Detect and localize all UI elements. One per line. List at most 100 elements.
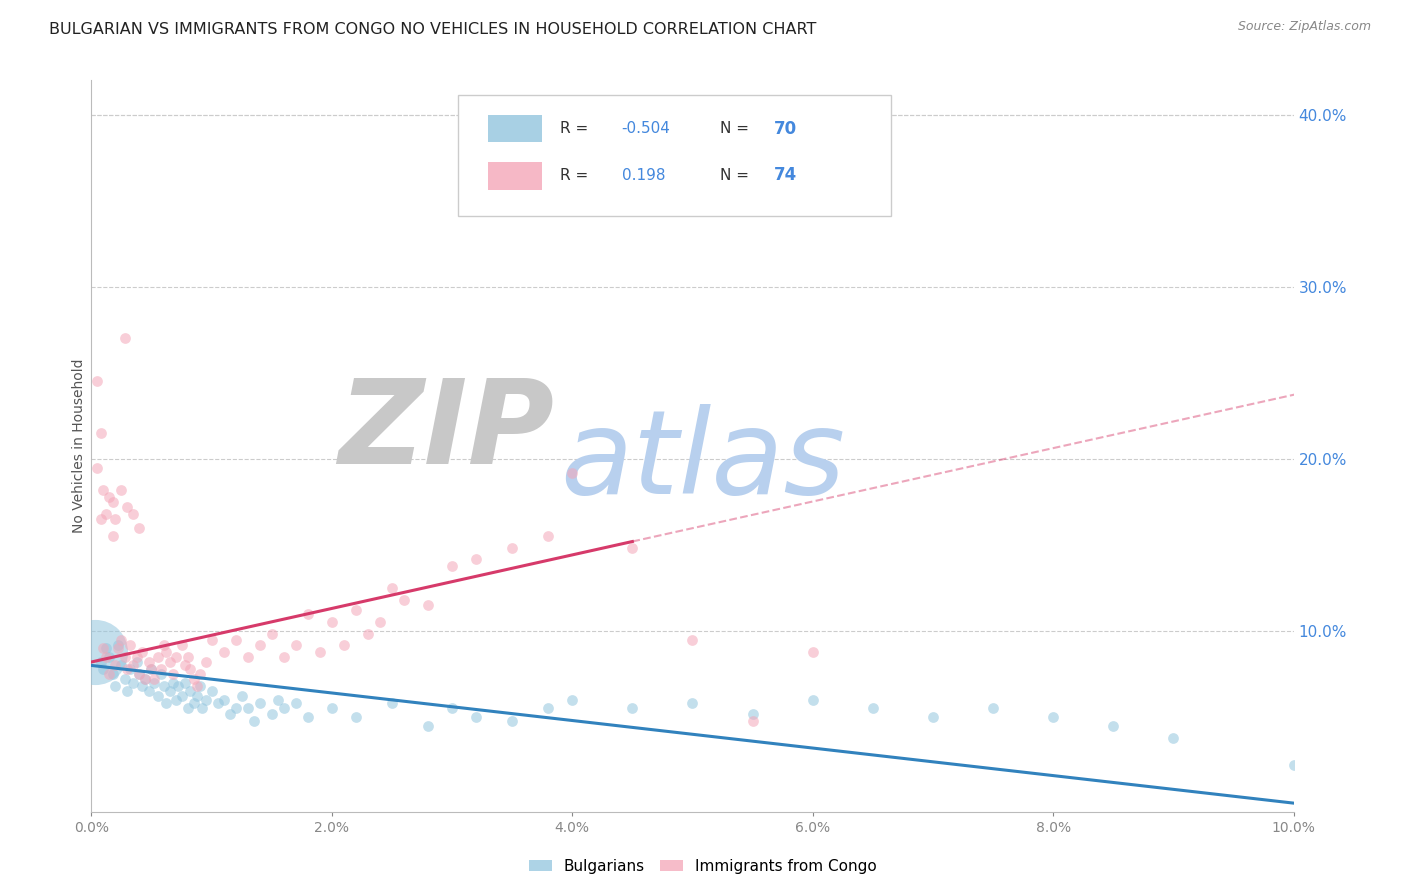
Text: 70: 70 bbox=[775, 120, 797, 137]
Point bbox=[344, 710, 367, 724]
Point bbox=[84, 645, 107, 659]
Point bbox=[273, 701, 295, 715]
Point bbox=[212, 645, 235, 659]
Point bbox=[465, 710, 488, 724]
Text: BULGARIAN VS IMMIGRANTS FROM CONGO NO VEHICLES IN HOUSEHOLD CORRELATION CHART: BULGARIAN VS IMMIGRANTS FROM CONGO NO VE… bbox=[49, 22, 817, 37]
Point bbox=[741, 714, 763, 728]
Point bbox=[159, 684, 181, 698]
Point bbox=[537, 701, 560, 715]
Point bbox=[741, 706, 763, 721]
Point bbox=[101, 529, 124, 543]
Point bbox=[183, 672, 205, 686]
FancyBboxPatch shape bbox=[488, 115, 543, 143]
Point bbox=[104, 512, 127, 526]
Point bbox=[249, 638, 271, 652]
Point bbox=[134, 672, 156, 686]
Point bbox=[236, 701, 259, 715]
Point bbox=[561, 693, 583, 707]
FancyBboxPatch shape bbox=[458, 95, 891, 216]
Point bbox=[186, 679, 208, 693]
Point bbox=[242, 714, 264, 728]
Point bbox=[501, 541, 523, 556]
Point bbox=[416, 719, 439, 733]
Point bbox=[141, 662, 163, 676]
Point bbox=[146, 690, 169, 704]
Point bbox=[191, 701, 214, 715]
Y-axis label: No Vehicles in Household: No Vehicles in Household bbox=[72, 359, 86, 533]
Point bbox=[176, 649, 198, 664]
Point bbox=[118, 638, 141, 652]
Point bbox=[150, 662, 173, 676]
Point bbox=[117, 500, 139, 514]
Point bbox=[188, 679, 211, 693]
Point bbox=[110, 632, 132, 647]
Point bbox=[201, 684, 224, 698]
Point bbox=[465, 551, 488, 566]
Text: 74: 74 bbox=[775, 167, 797, 185]
Point bbox=[128, 667, 150, 681]
Point bbox=[249, 696, 271, 710]
Point bbox=[381, 696, 404, 710]
Point bbox=[90, 512, 112, 526]
Point bbox=[922, 710, 945, 724]
Point bbox=[110, 483, 132, 497]
Point bbox=[392, 593, 415, 607]
Point bbox=[284, 638, 307, 652]
Text: 0.198: 0.198 bbox=[621, 168, 665, 183]
Point bbox=[236, 649, 259, 664]
Point bbox=[621, 701, 644, 715]
Point bbox=[86, 375, 108, 389]
Point bbox=[1282, 758, 1305, 772]
Point bbox=[110, 658, 132, 673]
Point bbox=[146, 649, 169, 664]
Point bbox=[170, 690, 193, 704]
Text: -0.504: -0.504 bbox=[621, 121, 671, 136]
Legend: Bulgarians, Immigrants from Congo: Bulgarians, Immigrants from Congo bbox=[523, 853, 883, 880]
Point bbox=[1161, 731, 1184, 745]
Point bbox=[93, 483, 115, 497]
Point bbox=[681, 632, 703, 647]
Point bbox=[93, 662, 115, 676]
Point bbox=[107, 638, 129, 652]
Text: N =: N = bbox=[720, 121, 754, 136]
Point bbox=[188, 667, 211, 681]
Point bbox=[981, 701, 1004, 715]
Point bbox=[212, 693, 235, 707]
Point bbox=[621, 541, 644, 556]
Point bbox=[201, 632, 224, 647]
Point bbox=[368, 615, 391, 630]
Point bbox=[381, 581, 404, 595]
Point bbox=[501, 714, 523, 728]
Text: R =: R = bbox=[560, 168, 593, 183]
Point bbox=[122, 507, 145, 521]
Point bbox=[260, 706, 283, 721]
Point bbox=[183, 696, 205, 710]
Point bbox=[90, 655, 112, 669]
Point bbox=[167, 679, 190, 693]
Point bbox=[101, 667, 124, 681]
Point bbox=[561, 466, 583, 480]
Point bbox=[260, 627, 283, 641]
Text: ZIP: ZIP bbox=[339, 374, 554, 489]
Point bbox=[98, 649, 121, 664]
Point bbox=[117, 684, 139, 698]
Point bbox=[142, 675, 165, 690]
Point bbox=[117, 662, 139, 676]
Point bbox=[174, 658, 197, 673]
Point bbox=[170, 638, 193, 652]
Point bbox=[801, 645, 824, 659]
Point bbox=[155, 696, 177, 710]
Point bbox=[101, 495, 124, 509]
Point bbox=[142, 672, 165, 686]
Point bbox=[537, 529, 560, 543]
Point bbox=[107, 641, 129, 656]
Point bbox=[94, 649, 117, 664]
Text: R =: R = bbox=[560, 121, 593, 136]
Point bbox=[357, 627, 380, 641]
Point bbox=[122, 675, 145, 690]
Point bbox=[159, 655, 181, 669]
Point bbox=[165, 649, 187, 664]
Point bbox=[162, 667, 184, 681]
Point bbox=[1042, 710, 1064, 724]
Point bbox=[440, 558, 463, 573]
